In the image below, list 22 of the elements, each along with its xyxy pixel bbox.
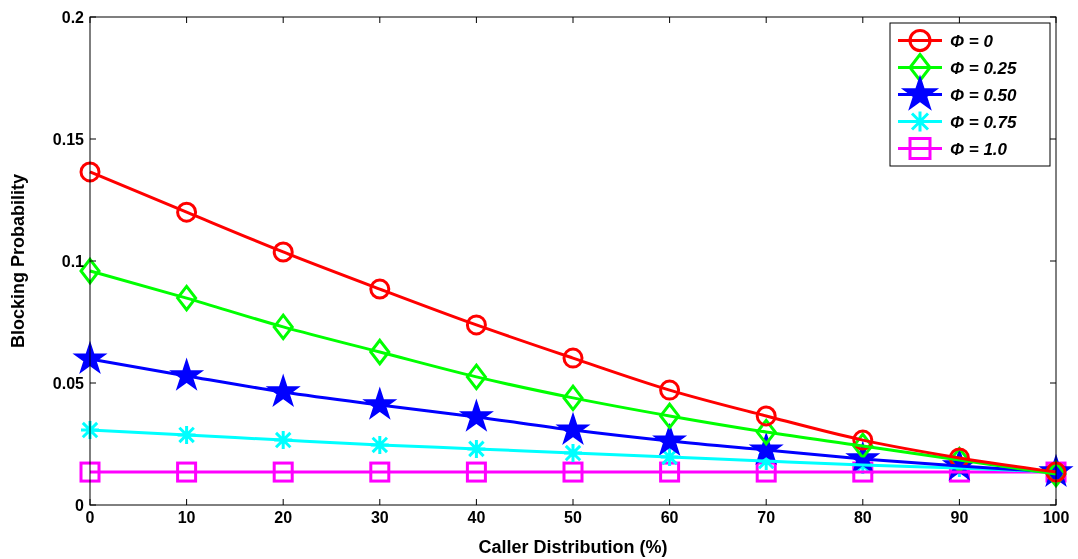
- y-tick-label: 0.1: [61, 253, 85, 270]
- x-tick-label: 40: [467, 509, 486, 526]
- legend-label: Φ = 0.50: [950, 85, 1018, 105]
- x-tick-label: 50: [564, 509, 582, 526]
- legend-label: Φ = 1.0: [950, 139, 1008, 159]
- x-tick-label: 70: [757, 509, 776, 526]
- y-tick-label: 0.05: [52, 375, 85, 392]
- y-axis-title: Blocking Probability: [8, 173, 28, 349]
- y-tick-label: 0.2: [61, 9, 85, 26]
- x-tick-label: 90: [950, 509, 969, 526]
- x-axis-title: Caller Distribution (%): [478, 537, 668, 557]
- legend-label: Φ = 0.25: [950, 58, 1018, 78]
- legend-label: Φ = 0.75: [950, 112, 1018, 132]
- x-tick-label: 20: [274, 509, 293, 526]
- x-tick-label: 80: [853, 509, 872, 526]
- x-tick-label: 30: [370, 509, 389, 526]
- y-tick-label: 0: [75, 497, 85, 514]
- legend-label: Φ = 0: [950, 31, 994, 51]
- x-tick-label: 60: [660, 509, 679, 526]
- x-tick-label: 100: [1042, 509, 1070, 526]
- x-tick-label: 10: [177, 509, 196, 526]
- y-tick-label: 0.15: [52, 131, 85, 148]
